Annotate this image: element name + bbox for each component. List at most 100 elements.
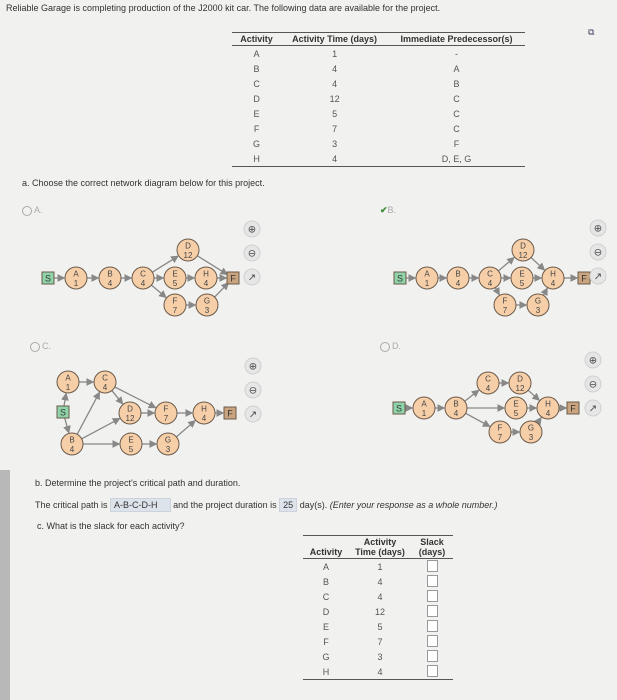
slack-cell [411, 649, 453, 664]
predecessor-cell: D, E, G [441, 153, 472, 164]
slack-input[interactable] [426, 559, 438, 572]
copy-table-icon[interactable]: ⧉ [588, 27, 595, 37]
slack-input[interactable] [426, 649, 438, 662]
node-A: A1 [56, 370, 80, 394]
time-cell: 3 [377, 651, 383, 662]
option-c[interactable]: C. [30, 341, 51, 352]
col-activity: Activity [232, 32, 282, 46]
node-label: S [397, 274, 403, 284]
node-duration: 4 [454, 409, 459, 418]
option-d[interactable]: D. [380, 341, 401, 352]
zoom-out-icon[interactable]: ⊖ [243, 244, 261, 262]
radio-c[interactable] [30, 341, 40, 352]
option-a[interactable]: A. [22, 205, 43, 216]
node-duration: 4 [486, 384, 491, 393]
slack-input[interactable] [426, 634, 438, 647]
node-duration: 1 [74, 279, 79, 288]
svg-text:⊖: ⊖ [248, 249, 256, 260]
edge-S-A [61, 392, 69, 407]
node-duration: 4 [546, 409, 551, 418]
zoom-in-icon[interactable]: ⊕ [584, 351, 602, 369]
time-cell: 4 [377, 591, 383, 602]
node-duration: 12 [184, 251, 193, 260]
svg-text:↗: ↗ [594, 272, 602, 283]
predecessor-cell: F [453, 138, 460, 149]
activity-cell: H [253, 153, 260, 164]
node-label: G [204, 297, 210, 306]
zoom-out-icon[interactable]: ⊖ [589, 243, 607, 261]
critical-path-sentence: The critical path is A-B-C-D-H and the p… [35, 498, 497, 512]
zoom-in-icon[interactable]: ⊕ [243, 220, 261, 238]
node-duration: 5 [173, 279, 178, 288]
node-G: G3 [526, 293, 550, 317]
duration-input[interactable]: 25 [279, 498, 298, 512]
radio-d[interactable] [380, 341, 390, 352]
activity-cell: C [322, 591, 330, 602]
slack-input[interactable] [426, 574, 438, 587]
col-time: Activity Time (days) [281, 32, 389, 46]
node-label: F [173, 297, 178, 306]
part-a-question: a. Choose the correct network diagram be… [22, 178, 265, 188]
node-H: H4 [541, 266, 565, 290]
node-G: G3 [156, 432, 180, 456]
slack-cell [411, 604, 453, 619]
node-label: D [185, 242, 191, 251]
activity-cell: G [253, 138, 261, 149]
node-G: G3 [519, 420, 543, 444]
col-slack: Slack (days) [411, 535, 453, 559]
node-label: E [513, 400, 518, 409]
node-label: E [519, 270, 524, 279]
node-E: E5 [163, 266, 187, 290]
critical-path-prefix: The critical path is [35, 500, 108, 510]
node-label: H [201, 405, 207, 414]
edge-C-F [492, 286, 500, 296]
svg-text:↗: ↗ [249, 410, 257, 421]
external-link-icon[interactable]: ↗ [584, 399, 602, 417]
node-label: B [455, 270, 460, 279]
activity-cell: F [323, 636, 329, 647]
activity-cell: F [253, 123, 260, 134]
node-label: H [545, 400, 551, 409]
option-b[interactable]: ✔B. [380, 205, 396, 216]
time-cell: 1 [332, 48, 338, 59]
slack-input[interactable] [426, 619, 438, 632]
zoom-out-icon[interactable]: ⊖ [584, 375, 602, 393]
option-c-label: C. [42, 341, 51, 351]
node-duration: 12 [519, 251, 528, 260]
slack-cell [411, 664, 453, 680]
node-duration: 5 [514, 409, 519, 418]
node-D: D12 [511, 238, 535, 262]
external-link-icon[interactable]: ↗ [243, 268, 261, 286]
slack-input[interactable] [426, 589, 438, 602]
zoom-out-icon[interactable]: ⊖ [244, 381, 262, 399]
slack-input[interactable] [426, 604, 438, 617]
node-label: F [503, 297, 508, 306]
edge-B-C [76, 391, 100, 435]
node-duration: 3 [529, 433, 534, 442]
node-F: F7 [154, 401, 178, 425]
critical-path-input[interactable]: A-B-C-D-H [110, 498, 171, 512]
radio-a[interactable] [22, 205, 32, 216]
external-link-icon[interactable]: ↗ [589, 267, 607, 285]
col-predecessors: Immediate Predecessor(s) [388, 32, 525, 46]
edge-B-F [465, 412, 491, 427]
node-D: D12 [118, 401, 142, 425]
time-cell: 4 [332, 153, 338, 164]
node-duration: 1 [425, 279, 430, 288]
zoom-in-icon[interactable]: ⊕ [589, 219, 607, 237]
external-link-icon[interactable]: ↗ [244, 405, 262, 423]
node-duration: 7 [164, 414, 169, 423]
node-D: D12 [508, 371, 532, 395]
edge-G-H [175, 419, 196, 438]
slack-input[interactable] [426, 664, 438, 677]
option-a-label: A. [34, 205, 43, 215]
node-label: H [203, 270, 209, 279]
zoom-in-icon[interactable]: ⊕ [244, 357, 262, 375]
